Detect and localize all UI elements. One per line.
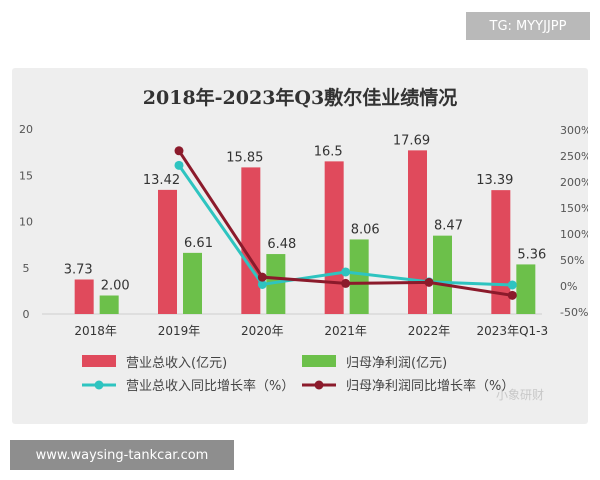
- profit-bar: [99, 295, 119, 314]
- revenue-growth-point: [341, 267, 351, 277]
- legend-swatch: [82, 355, 116, 367]
- right-tick-label: 250%: [560, 150, 588, 163]
- right-tick-label: 50%: [560, 254, 584, 267]
- chart-title: 2018年-2023年Q3敷尔佳业绩情况: [143, 86, 457, 109]
- right-tick-label: 0%: [560, 280, 577, 293]
- revenue-growth-point: [257, 279, 267, 289]
- right-tick-label: -50%: [560, 306, 588, 319]
- right-tick-label: 100%: [560, 228, 588, 241]
- profit-value-label: 8.47: [434, 219, 463, 234]
- profit-bar: [433, 235, 452, 314]
- chart-area: 2018年-2023年Q3敷尔佳业绩情况 0 5 10 15 20 -50% 0% 50% 1…: [19, 86, 588, 394]
- category-label: 2020年: [241, 324, 284, 338]
- revenue-bar: [74, 279, 94, 314]
- revenue-value-label: 3.73: [64, 262, 93, 277]
- profit-value-label: 5.36: [517, 247, 546, 262]
- left-tick-label: 20: [19, 123, 33, 136]
- right-tick-label: 200%: [560, 176, 588, 189]
- right-tick-label: 300%: [560, 124, 588, 137]
- revenue-growth-point: [507, 280, 517, 290]
- watermark-text: 小象研财: [496, 388, 545, 402]
- category-label: 2022年: [408, 324, 451, 338]
- revenue-bar: [158, 189, 177, 314]
- revenue-bar: [324, 161, 344, 314]
- revenue-bar: [408, 150, 427, 314]
- profit-bar: [183, 252, 202, 314]
- revenue-value-label: 17.69: [393, 133, 430, 148]
- revenue-value-label: 13.42: [143, 173, 180, 188]
- profit-growth-point: [174, 146, 184, 156]
- revenue-bar: [241, 167, 261, 314]
- legend-label: 归母净利润同比增长率（%）: [346, 378, 514, 394]
- legend-label: 营业总收入同比增长率（%）: [126, 378, 294, 394]
- profit-growth-point: [507, 290, 517, 300]
- profit-growth-point: [341, 278, 351, 288]
- profit-value-label: 6.48: [267, 237, 296, 252]
- legend-swatch: [302, 355, 336, 367]
- revenue-value-label: 16.5: [314, 144, 343, 159]
- profit-growth-point: [424, 277, 434, 287]
- profit-value-label: 8.06: [351, 222, 380, 237]
- profit-bar: [266, 254, 286, 314]
- revenue-value-label: 15.85: [226, 150, 263, 165]
- category-label: 2021年: [324, 324, 367, 338]
- legend-label: 营业总收入(亿元): [126, 356, 227, 371]
- category-label: 2023年Q1-3: [477, 324, 549, 338]
- category-label: 2018年: [74, 324, 117, 338]
- left-tick-label: 15: [19, 169, 33, 182]
- profit-value-label: 6.61: [184, 236, 213, 251]
- website-badge: www.waysing-tankcar.com: [10, 440, 234, 470]
- right-tick-label: 150%: [560, 202, 588, 215]
- legend-marker: [94, 380, 104, 390]
- profit-bar: [349, 239, 369, 314]
- profit-value-label: 2.00: [101, 279, 130, 294]
- profit-bar: [516, 264, 536, 314]
- legend-marker: [314, 380, 324, 390]
- revenue-growth-point: [174, 160, 184, 170]
- revenue-value-label: 13.39: [476, 173, 513, 188]
- profit-growth-point: [257, 272, 267, 282]
- tg-badge: TG: MYYJJPP: [466, 12, 590, 40]
- left-tick-label: 5: [23, 262, 30, 275]
- chart-card: 2018年-2023年Q3敷尔佳业绩情况 0 5 10 15 20 -50% 0% 50% 1…: [12, 68, 588, 424]
- category-label: 2019年: [158, 324, 201, 338]
- legend-label: 归母净利润(亿元): [346, 356, 447, 371]
- left-tick-label: 0: [23, 308, 30, 321]
- left-tick-label: 10: [19, 216, 33, 229]
